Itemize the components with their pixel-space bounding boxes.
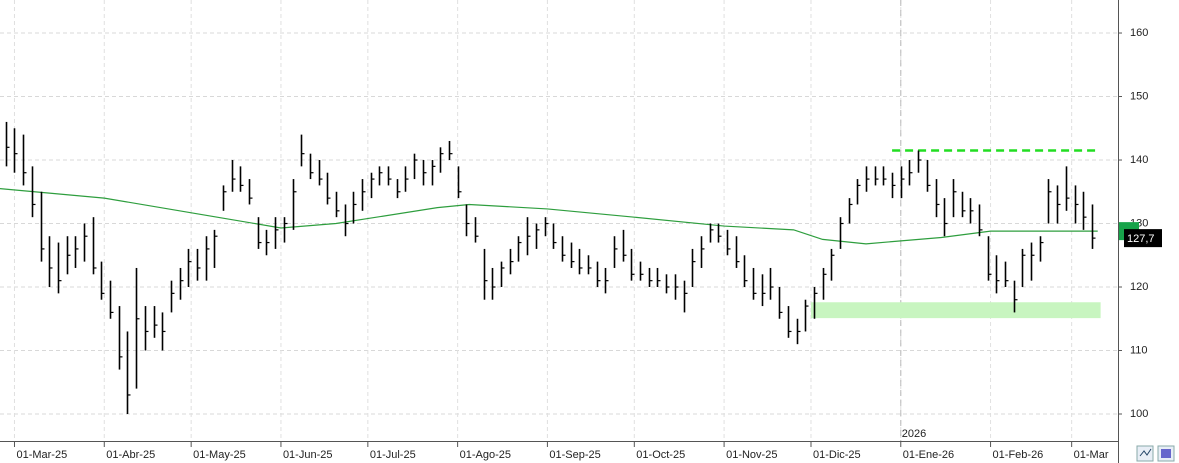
plot-area [0,0,1118,441]
y-tick-label: 150 [1130,90,1148,102]
y-tick-label: 140 [1130,154,1148,166]
y-tick-label: 160 [1130,27,1148,39]
x-tick-label: 01-Jun-25 [283,449,333,461]
y-tick-label: 100 [1130,408,1148,420]
zoom-button[interactable] [1136,445,1154,462]
x-tick-label: 01-Ene-26 [903,449,954,461]
x-tick-label: 01-Abr-25 [106,449,155,461]
x-tick-label: 01-Mar-25 [16,449,67,461]
year-label: 2026 [902,428,926,440]
x-tick-label: 01-Sep-25 [549,449,600,461]
x-tick-label: 01-Ago-25 [460,449,511,461]
toolbar-icons[interactable] [1136,445,1175,462]
last-price-label: 127,7 [1127,233,1155,245]
x-tick-label: 01-Feb-26 [993,449,1044,461]
x-tick-label: 01-Mar [1074,449,1109,461]
support-zone [810,302,1101,319]
x-tick-label: 01-Dic-25 [813,449,861,461]
save-icon [1161,449,1171,458]
x-tick-label: 01-May-25 [193,449,246,461]
y-tick-label: 110 [1130,344,1148,356]
x-tick-label: 01-Oct-25 [636,449,685,461]
x-tick-label: 01-Jul-25 [370,449,416,461]
moving-average-line [0,187,1098,245]
x-tick-label: 01-Nov-25 [726,449,777,461]
zoom-icon [1139,448,1152,457]
last-price-box [1124,229,1162,248]
y-tick-label: 120 [1130,281,1148,293]
